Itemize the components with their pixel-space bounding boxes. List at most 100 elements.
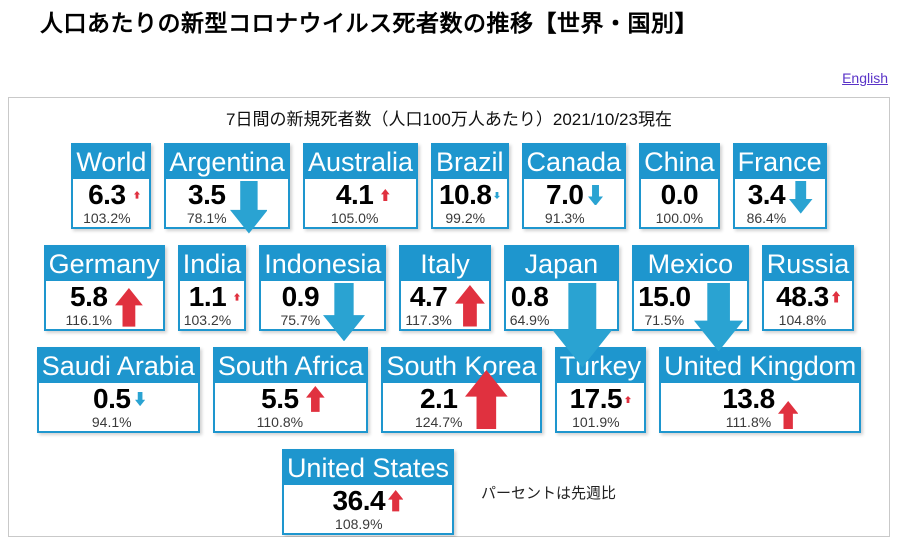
value-block: 1.1 103.2% <box>184 281 231 328</box>
trend-arrow-up-icon <box>115 281 143 329</box>
value-block: 5.8 116.1% <box>66 281 112 328</box>
country-name: Australia <box>304 145 416 179</box>
language-switch: English <box>842 70 888 86</box>
deaths-per-million-value: 7.0 <box>546 179 584 210</box>
country-card-argentina[interactable]: Argentina 3.5 78.1% <box>164 143 290 234</box>
deaths-per-million-value: 48.3 <box>776 281 829 312</box>
trend-arrow-down-icon <box>134 383 145 431</box>
country-card-canada[interactable]: Canada 7.0 91.3% <box>521 143 627 229</box>
country-name: United States <box>283 451 453 485</box>
pct-vs-last-week: 116.1% <box>65 312 112 328</box>
trend-arrow-up-icon <box>625 383 632 431</box>
pct-vs-last-week: 100.0% <box>655 210 704 226</box>
pct-vs-last-week: 75.7% <box>280 312 321 328</box>
value-block: 48.3 104.8% <box>776 281 829 328</box>
country-card-italy[interactable]: Italy 4.7 117.3% <box>399 245 491 331</box>
pct-vs-last-week: 78.1% <box>186 210 227 226</box>
card-body: 0.9 75.7% <box>261 281 384 342</box>
card-body: 15.0 71.5% <box>634 281 747 352</box>
country-name: South Africa <box>214 349 367 383</box>
deaths-per-million-value: 1.1 <box>188 281 227 312</box>
country-name: China <box>641 145 718 179</box>
trend-arrow-up-icon <box>381 179 391 227</box>
deaths-per-million-value: 13.8 <box>722 383 775 414</box>
card-body: 6.3 103.2% <box>73 179 149 227</box>
panel-subtitle: 7日間の新規死者数（人口100万人あたり）2021/10/23現在 <box>226 110 672 129</box>
country-card-united-states[interactable]: United States 36.4 108.9% <box>281 449 455 535</box>
country-card-indonesia[interactable]: Indonesia 0.9 75.7% <box>259 245 387 342</box>
country-card-india[interactable]: India 1.1 103.2% <box>177 245 247 331</box>
card-body: 1.1 103.2% <box>180 281 245 329</box>
value-block: 4.1 105.0% <box>331 179 378 226</box>
card-body: 10.8 99.2% <box>433 179 507 227</box>
value-block: 5.5 110.8% <box>257 383 303 430</box>
deaths-per-million-value: 3.5 <box>188 179 226 210</box>
country-card-grid: World 6.3 103.2% Argentina 3.5 78.1% Australia… <box>9 143 889 535</box>
pct-vs-last-week: 86.4% <box>746 210 787 226</box>
country-card-turkey[interactable]: Turkey 17.5 101.9% <box>554 347 647 433</box>
pct-vs-last-week: 103.2% <box>183 312 232 328</box>
pct-vs-last-week: 110.8% <box>256 414 304 430</box>
value-block: 0.5 94.1% <box>92 383 132 430</box>
country-card-mexico[interactable]: Mexico 15.0 71.5% <box>632 245 749 352</box>
country-card-france[interactable]: France 3.4 86.4% <box>732 143 827 229</box>
country-card-south-africa[interactable]: South Africa 5.5 110.8% <box>212 347 369 433</box>
country-card-world[interactable]: World 6.3 103.2% <box>71 143 152 229</box>
country-card-germany[interactable]: Germany 5.8 116.1% <box>43 245 165 331</box>
card-body: 13.8 111.8% <box>661 383 859 431</box>
country-name: World <box>73 145 150 179</box>
value-block: 10.8 99.2% <box>439 179 492 226</box>
trend-arrow-up-icon <box>465 369 509 431</box>
value-block: 7.0 91.3% <box>545 179 585 226</box>
country-name: Brazil <box>432 145 507 179</box>
pct-vs-last-week: 71.5% <box>644 312 685 328</box>
deaths-per-million-value: 0.5 <box>93 383 131 414</box>
country-card-brazil[interactable]: Brazil 10.8 99.2% <box>430 143 509 229</box>
trend-arrow-up-icon <box>234 281 241 329</box>
country-name: South Korea <box>383 349 540 383</box>
deaths-per-million-value: 6.3 <box>88 179 126 210</box>
value-block: 36.4 108.9% <box>333 485 386 532</box>
pct-vs-last-week: 94.1% <box>91 414 132 430</box>
pct-vs-last-week: 103.2% <box>83 210 131 226</box>
trend-arrow-down-icon <box>229 179 268 234</box>
country-name: India <box>179 247 245 281</box>
country-card-japan[interactable]: Japan 0.8 64.9% <box>503 245 620 368</box>
value-block: 3.4 86.4% <box>747 179 787 226</box>
country-name: Italy <box>401 247 489 281</box>
trend-arrow-down-icon <box>693 281 743 352</box>
pct-vs-last-week: 105.0% <box>330 210 379 226</box>
country-name: Canada <box>523 145 625 179</box>
country-name: Russia <box>763 247 853 281</box>
country-name: France <box>734 145 825 179</box>
country-name: Japan <box>505 247 618 281</box>
deaths-per-million-value: 4.7 <box>409 281 448 312</box>
country-card-saudi-arabia[interactable]: Saudi Arabia 0.5 94.1% <box>36 347 200 433</box>
country-name: Saudi Arabia <box>38 349 198 383</box>
value-block: 2.1 124.7% <box>415 383 462 430</box>
country-card-south-korea[interactable]: South Korea 2.1 124.7% <box>381 347 542 433</box>
card-body: 4.7 117.3% <box>401 281 488 329</box>
pct-vs-last-week: 111.8% <box>725 414 772 430</box>
english-link[interactable]: English <box>842 70 888 86</box>
value-block: 0.0 100.0% <box>656 179 703 226</box>
deaths-per-million-value: 0.8 <box>510 281 549 312</box>
trend-arrow-up-icon <box>777 383 799 431</box>
pct-vs-last-week: 91.3% <box>544 210 585 226</box>
card-body: 0.5 94.1% <box>39 383 198 431</box>
country-name: United Kingdom <box>661 349 860 383</box>
trend-arrow-up-icon <box>388 485 404 533</box>
value-block: 0.9 75.7% <box>280 281 320 328</box>
trend-arrow-down-icon <box>587 179 603 227</box>
country-card-china[interactable]: China 0.0 100.0% <box>639 143 720 229</box>
country-name: Mexico <box>634 247 747 281</box>
country-card-australia[interactable]: Australia 4.1 105.0% <box>302 143 418 229</box>
trend-arrow-up-icon <box>831 281 840 329</box>
deaths-per-million-value: 3.4 <box>747 179 786 210</box>
deaths-per-million-value: 15.0 <box>638 281 691 312</box>
value-block: 15.0 71.5% <box>638 281 691 328</box>
country-card-united-kingdom[interactable]: United Kingdom 13.8 111.8% <box>659 347 862 433</box>
pct-vs-last-week: 101.9% <box>572 414 620 430</box>
deaths-per-million-value: 2.1 <box>419 383 458 414</box>
country-card-russia[interactable]: Russia 48.3 104.8% <box>761 245 855 331</box>
